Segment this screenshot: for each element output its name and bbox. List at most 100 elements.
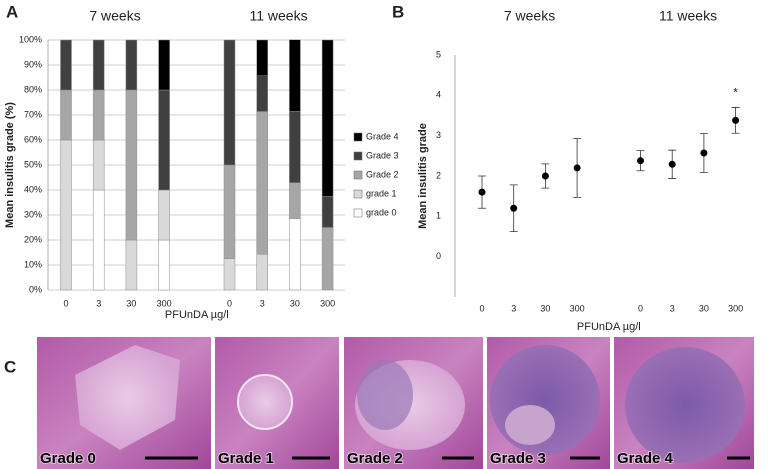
x-axis-title: PFUnDA µg/l bbox=[165, 309, 229, 321]
point bbox=[510, 204, 518, 212]
group-label: 7 weeks bbox=[89, 8, 140, 24]
legend-label: grade 1 bbox=[366, 188, 397, 198]
y-tick-label: 5 bbox=[436, 49, 441, 59]
infiltrate bbox=[625, 347, 745, 463]
bar-segment bbox=[289, 182, 301, 219]
x-tick-label: 300 bbox=[157, 298, 172, 308]
infiltrate bbox=[357, 360, 413, 430]
x-tick-label: 30 bbox=[126, 298, 136, 308]
y-tick-label: 100% bbox=[19, 34, 42, 44]
y-tick-label: 0 bbox=[436, 251, 441, 261]
bar-segment bbox=[158, 39, 170, 91]
bar-segment bbox=[256, 111, 268, 255]
x-axis-title: PFUnDA µg/l bbox=[577, 321, 641, 333]
legend-swatch bbox=[353, 170, 363, 180]
bar-segment bbox=[321, 39, 334, 197]
bar-segment bbox=[223, 258, 236, 291]
y-tick-label: 70% bbox=[24, 109, 42, 119]
panel-label: B bbox=[392, 2, 404, 21]
y-tick-label: 60% bbox=[24, 134, 42, 144]
x-tick-label: 0 bbox=[63, 298, 68, 308]
bar-segment bbox=[223, 164, 236, 259]
x-tick-label: 0 bbox=[638, 303, 643, 313]
y-tick-label: 20% bbox=[24, 234, 42, 244]
y-tick-label: 3 bbox=[436, 130, 441, 140]
y-tick-label: 80% bbox=[24, 84, 42, 94]
bar-segment bbox=[92, 89, 105, 141]
x-tick-label: 3 bbox=[96, 298, 101, 308]
islet bbox=[505, 405, 555, 445]
x-tick-label: 3 bbox=[260, 298, 265, 308]
x-tick-label: 30 bbox=[290, 298, 300, 308]
bar-segment bbox=[92, 39, 105, 91]
legend-swatch bbox=[353, 132, 363, 142]
y-tick-label: 30% bbox=[24, 209, 42, 219]
bar-segment bbox=[60, 89, 72, 141]
islet bbox=[75, 345, 180, 450]
bar-segment bbox=[256, 254, 268, 291]
bar-segment bbox=[125, 239, 138, 291]
x-tick-label: 30 bbox=[699, 303, 709, 313]
bar-segment bbox=[158, 239, 170, 291]
image-caption: Grade 2 bbox=[347, 450, 403, 467]
group-label: 7 weeks bbox=[504, 8, 555, 24]
legend-label: Grade 3 bbox=[366, 150, 399, 160]
bar-segment bbox=[256, 39, 268, 76]
point bbox=[541, 172, 549, 180]
bar-segment bbox=[321, 196, 334, 228]
panel-label: A bbox=[6, 2, 18, 21]
point bbox=[732, 116, 740, 124]
legend-swatch bbox=[353, 151, 363, 161]
x-tick-label: 0 bbox=[479, 303, 484, 313]
group-label: 11 weeks bbox=[249, 8, 307, 24]
islet bbox=[237, 374, 293, 430]
y-axis-title: Mean insulitis grade bbox=[417, 123, 429, 229]
panel-label: C bbox=[4, 357, 16, 376]
bar-segment bbox=[223, 39, 236, 166]
image-caption: Grade 0 bbox=[40, 450, 96, 467]
histology-images bbox=[37, 337, 754, 469]
bar-segment bbox=[92, 139, 105, 191]
y-tick-label: 10% bbox=[24, 259, 42, 269]
bar-segment bbox=[289, 39, 301, 112]
image-caption: Grade 1 bbox=[218, 450, 274, 467]
bar-segment bbox=[256, 75, 268, 112]
image-caption: Grade 3 bbox=[490, 450, 546, 467]
bar-segment bbox=[125, 89, 138, 241]
x-tick-label: 300 bbox=[728, 303, 743, 313]
point bbox=[668, 160, 676, 168]
image-caption: Grade 4 bbox=[617, 450, 674, 467]
point bbox=[637, 157, 644, 165]
legend-label: Grade 4 bbox=[366, 131, 399, 141]
legend-swatch bbox=[353, 189, 363, 199]
y-tick-label: 0% bbox=[29, 284, 42, 294]
bar-segment bbox=[60, 139, 72, 291]
y-axis-title: Mean insulitis grade (%) bbox=[4, 102, 16, 228]
y-tick-label: 40% bbox=[24, 184, 42, 194]
legend-label: grade 0 bbox=[366, 207, 397, 217]
legend-label: Grade 2 bbox=[366, 169, 399, 179]
x-tick-label: 300 bbox=[570, 303, 585, 313]
y-tick-label: 1 bbox=[436, 211, 441, 221]
y-tick-label: 4 bbox=[436, 90, 441, 100]
bar-segment bbox=[158, 89, 170, 191]
y-tick-label: 2 bbox=[436, 170, 441, 180]
bar-segment bbox=[158, 189, 170, 241]
bar-segment bbox=[289, 111, 301, 183]
x-tick-label: 3 bbox=[511, 303, 516, 313]
annotation: * bbox=[733, 86, 738, 100]
bar-segment bbox=[321, 227, 334, 291]
bar-segment bbox=[92, 189, 105, 291]
x-tick-label: 0 bbox=[227, 298, 232, 308]
group-label: 11 weeks bbox=[659, 8, 717, 24]
bar-segment bbox=[60, 39, 72, 91]
x-tick-label: 300 bbox=[320, 298, 335, 308]
bar-segment bbox=[125, 39, 138, 91]
y-tick-label: 50% bbox=[24, 159, 42, 169]
legend-swatch bbox=[353, 208, 363, 218]
bar-segment bbox=[289, 218, 301, 291]
x-tick-label: 3 bbox=[670, 303, 675, 313]
point bbox=[478, 188, 486, 196]
y-tick-label: 90% bbox=[24, 59, 42, 69]
